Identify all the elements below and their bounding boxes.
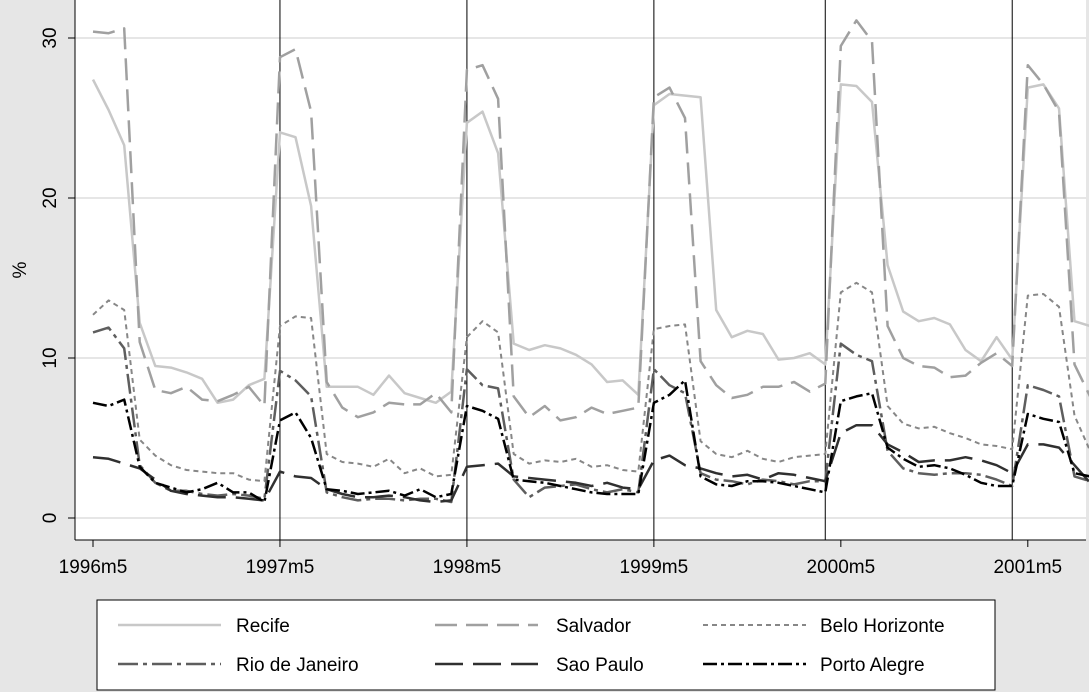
y-tick-label: 30 bbox=[40, 27, 61, 48]
x-tick-label: 1998m5 bbox=[433, 557, 502, 578]
y-axis-label: % bbox=[10, 261, 31, 278]
y-tick-label: 20 bbox=[40, 187, 61, 208]
plot-area bbox=[75, 0, 1086, 540]
y-ticks: 0 10 20 30 bbox=[40, 27, 75, 523]
y-tick-label: 10 bbox=[40, 347, 61, 368]
series-lines bbox=[91, 19, 1089, 504]
series-line-belo-horizonte bbox=[92, 281, 1089, 483]
legend-label: Porto Alegre bbox=[820, 655, 925, 676]
x-ticks: 1996m5 1997m5 1998m5 1999m5 2000m5 2001m5 bbox=[59, 540, 1062, 578]
legend-label: Rio de Janeiro bbox=[236, 655, 359, 676]
y-tick-label: 0 bbox=[40, 513, 61, 524]
x-tick-label: 1996m5 bbox=[59, 557, 128, 578]
legend-box bbox=[96, 599, 996, 691]
x-tick-label: 1999m5 bbox=[620, 557, 689, 578]
series-line-recife bbox=[91, 79, 1089, 405]
x-tick-label: 1997m5 bbox=[246, 557, 315, 578]
legend-label: Salvador bbox=[556, 616, 632, 637]
axes bbox=[74, 0, 1086, 541]
x-tick-label: 2001m5 bbox=[993, 557, 1062, 578]
legend-label: Belo Horizonte bbox=[820, 616, 945, 637]
legend: Recife Salvador Belo Horizonte Rio de Janei… bbox=[96, 599, 996, 691]
series-line-porto-alegre bbox=[92, 379, 1089, 504]
legend-label: Sao Paulo bbox=[556, 655, 644, 676]
x-tick-label: 2000m5 bbox=[807, 557, 876, 578]
series-line-salvador bbox=[92, 19, 1089, 422]
legend-label: Recife bbox=[236, 616, 290, 637]
